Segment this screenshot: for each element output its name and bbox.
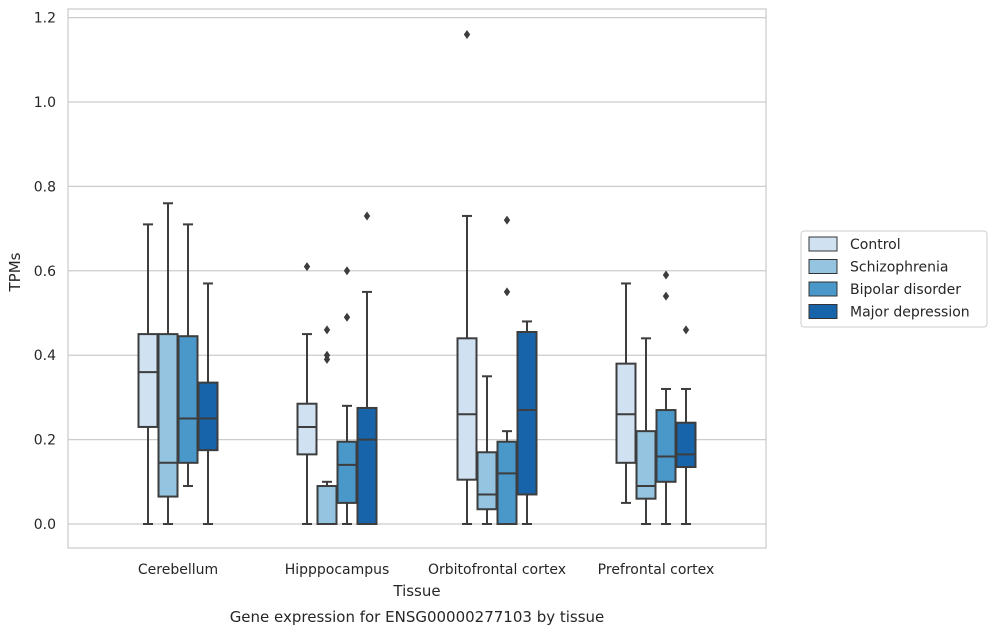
box-major-depression	[675, 325, 697, 525]
box-bipolar-disorder	[655, 270, 677, 525]
box-body	[336, 440, 358, 504]
box-body	[157, 333, 179, 498]
outlier-point	[363, 211, 371, 221]
x-axis-ticks: Cerebellum Hipppocampus Orbitofrontal cort…	[138, 562, 714, 578]
box-schizophrenia	[316, 325, 338, 525]
legend-swatch	[808, 304, 838, 319]
legend: Control Schizophrenia Bipolar disorder Majo…	[800, 230, 988, 328]
outlier-point	[463, 29, 471, 39]
x-tick-label: Hipppocampus	[285, 562, 390, 578]
x-tick-label: Orbitofrontal cortex	[428, 562, 566, 578]
box-major-depression	[516, 320, 538, 525]
box-bipolar-disorder	[336, 266, 358, 525]
y-tick-label: 0.8	[34, 179, 56, 195]
box-body	[516, 330, 538, 496]
box-schizophrenia	[635, 337, 657, 525]
box-body	[456, 337, 478, 481]
box-control	[137, 223, 159, 525]
x-axis-title: Tissue	[392, 582, 440, 600]
outlier-point	[323, 350, 331, 360]
outlier-point	[503, 287, 511, 297]
outlier-point	[303, 262, 311, 272]
legend-swatch	[808, 259, 838, 274]
box-body	[296, 402, 318, 456]
box-schizophrenia	[157, 202, 179, 525]
legend-label: Control	[850, 237, 901, 253]
box-bipolar-disorder	[496, 215, 518, 525]
legend-label: Bipolar disorder	[850, 282, 961, 298]
box-body	[316, 485, 338, 525]
x-tick-label: Cerebellum	[138, 562, 218, 578]
x-tick-label: Prefrontal cortex	[598, 562, 715, 578]
box-schizophrenia	[476, 375, 498, 525]
box-body	[476, 451, 498, 511]
outlier-point	[503, 215, 511, 225]
box-major-depression	[197, 282, 219, 525]
y-axis-ticks: 0.0 0.2 0.4 0.6 0.8 1.0 1.2	[34, 11, 56, 533]
box-bipolar-disorder	[177, 223, 199, 488]
box-body	[675, 421, 697, 469]
outlier-point	[662, 270, 670, 280]
box-body	[615, 362, 637, 464]
outlier-point	[323, 325, 331, 335]
y-tick-label: 0.4	[34, 348, 56, 364]
box-body	[137, 333, 159, 428]
outlier-point	[343, 312, 351, 322]
figure-caption: Gene expression for ENSG00000277103 by t…	[230, 608, 605, 626]
y-tick-label: 0.0	[34, 517, 56, 533]
box-body	[177, 335, 199, 464]
plot-area-frame	[67, 8, 767, 549]
box-body	[356, 406, 378, 526]
legend-label: Schizophrenia	[850, 260, 948, 276]
outlier-point	[662, 291, 670, 301]
legend-label: Major depression	[850, 305, 970, 321]
box-control	[296, 262, 318, 525]
box-control	[456, 29, 478, 525]
box-major-depression	[356, 211, 378, 526]
y-tick-label: 0.6	[34, 264, 56, 280]
box-body	[197, 381, 219, 452]
outlier-point	[682, 325, 690, 335]
y-axis-title: TPMs	[6, 252, 24, 292]
legend-swatch	[808, 236, 838, 252]
y-tick-label: 1.2	[34, 11, 56, 27]
legend-frame	[800, 230, 988, 328]
box-groups	[137, 29, 697, 526]
y-tick-label: 0.2	[34, 433, 56, 449]
legend-swatch	[808, 281, 838, 297]
box-body	[655, 409, 677, 483]
outlier-point	[343, 266, 351, 276]
box-control	[615, 282, 637, 504]
y-tick-label: 1.0	[34, 95, 56, 111]
box-body	[496, 440, 518, 525]
box-body	[635, 430, 657, 500]
